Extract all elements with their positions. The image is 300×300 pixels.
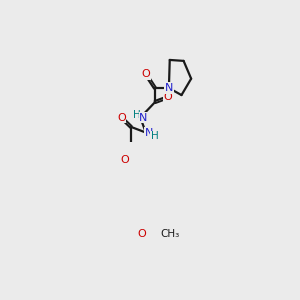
Text: N: N (165, 83, 173, 93)
Text: O: O (120, 155, 129, 165)
Text: CH₃: CH₃ (160, 229, 180, 239)
Text: N: N (139, 112, 147, 123)
Text: H: H (151, 131, 158, 141)
Text: O: O (117, 112, 126, 123)
Text: O: O (141, 69, 150, 79)
Text: O: O (137, 229, 146, 239)
Text: O: O (163, 92, 172, 102)
Text: H: H (133, 110, 141, 120)
Text: N: N (145, 128, 153, 138)
